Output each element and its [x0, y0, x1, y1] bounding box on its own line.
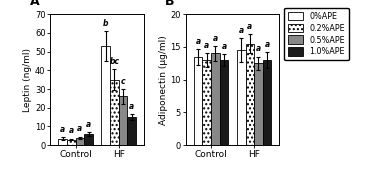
Bar [246, 44, 254, 145]
Text: a: a [239, 26, 244, 35]
Bar [58, 139, 67, 145]
Text: a: a [265, 40, 270, 49]
Bar [203, 60, 211, 145]
Bar [220, 60, 228, 145]
Bar [127, 117, 136, 145]
Text: b: b [103, 19, 109, 28]
Text: a: a [77, 124, 83, 133]
Text: bc: bc [109, 57, 120, 66]
Text: a: a [204, 41, 210, 50]
Bar [110, 80, 119, 145]
Text: a: a [60, 125, 65, 134]
Bar [67, 139, 76, 145]
Text: a: a [196, 37, 201, 46]
Bar [237, 50, 246, 145]
Text: A: A [30, 0, 40, 8]
Bar [194, 57, 203, 145]
Text: a: a [213, 34, 218, 43]
Bar [263, 60, 272, 145]
Text: a: a [86, 120, 91, 129]
Text: a: a [256, 44, 261, 53]
Text: c: c [121, 77, 125, 86]
Text: a: a [129, 102, 134, 111]
Text: a: a [222, 42, 227, 51]
Text: a: a [247, 22, 253, 30]
Bar [254, 63, 263, 145]
Y-axis label: Adiponectin (μg/ml): Adiponectin (μg/ml) [159, 35, 168, 125]
Legend: 0%APE, 0.2%APE, 0.5%APE, 1.0%APE: 0%APE, 0.2%APE, 0.5%APE, 1.0%APE [284, 8, 349, 61]
Y-axis label: Leptin (ng/ml): Leptin (ng/ml) [23, 48, 32, 112]
Text: a: a [69, 126, 74, 135]
Bar [84, 134, 93, 145]
Bar [102, 46, 110, 145]
Bar [211, 53, 220, 145]
Text: B: B [165, 0, 175, 8]
Bar [119, 96, 127, 145]
Bar [76, 138, 84, 145]
